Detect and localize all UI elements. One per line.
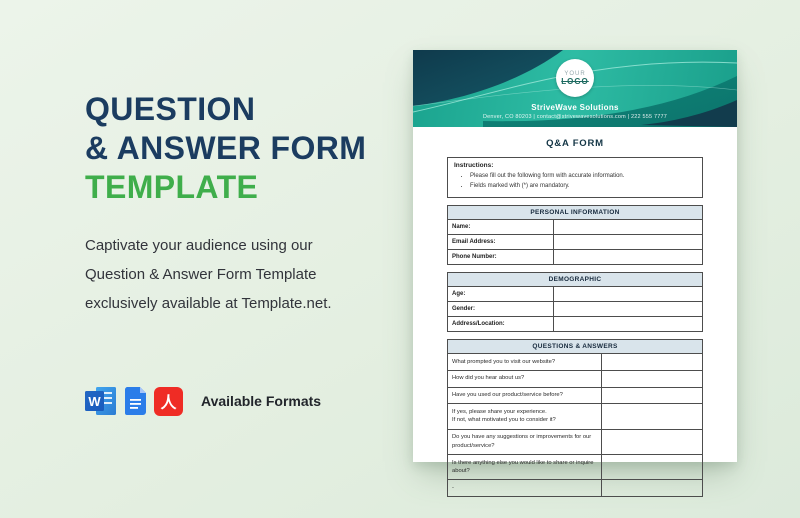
field-value-cell [554, 220, 702, 234]
company-logo: YOUR LOGO [556, 59, 594, 97]
google-docs-icon [125, 387, 146, 415]
page-title: QUESTION & ANSWER FORM [85, 91, 367, 166]
form-title: Q&A FORM [546, 138, 604, 149]
answer-cell [602, 354, 702, 370]
company-name: StriveWave Solutions [531, 102, 619, 112]
formats-label: Available Formats [201, 393, 322, 409]
table-row: Age: [448, 287, 702, 302]
table-row: Gender: [448, 301, 702, 317]
instructions-label: Instructions: [454, 162, 494, 169]
question-text: What prompted you to visit our website? [448, 354, 602, 370]
field-label: Address/Location: [448, 317, 554, 332]
section-header: DEMOGRAPHIC [447, 272, 703, 288]
answer-cell [602, 455, 702, 479]
field-label: Gender: [448, 302, 554, 317]
instructions-list: Please fill out the following form with … [470, 172, 696, 191]
qa-table: What prompted you to visit our website? H… [447, 354, 703, 498]
answer-cell [602, 404, 702, 428]
info-table: Name: Email Address: Phone Number: [447, 220, 703, 266]
qa-section: QUESTIONS & ANSWERS What prompted you to … [447, 339, 703, 498]
field-value-cell [554, 250, 702, 264]
info-sections: PERSONAL INFORMATION Name: Email Address: P… [447, 205, 703, 333]
qa-row: How did you hear about us? [448, 369, 702, 387]
section-header: PERSONAL INFORMATION [447, 205, 703, 221]
svg-text:人: 人 [160, 393, 177, 412]
table-row: Name: [448, 220, 702, 235]
table-row: Phone Number: [448, 249, 702, 265]
field-label: Age: [448, 287, 554, 302]
field-value-cell [554, 317, 702, 331]
answer-cell [602, 388, 702, 404]
field-label: Phone Number: [448, 250, 554, 265]
answer-cell [602, 371, 702, 387]
question-text: Do you have any suggestions or improveme… [448, 429, 602, 454]
banner-wave-art [413, 50, 737, 127]
table-row: Email Address: [448, 234, 702, 250]
question-text: If yes, please share your experience. If… [448, 404, 602, 429]
banner-text: StriveWave Solutions Denver, CO 80203 | … [413, 103, 737, 121]
document-header-banner: YOUR LOGO StriveWave Solutions Denver, C… [413, 50, 737, 127]
info-table: Age: Gender: Address/Location: [447, 287, 703, 333]
field-value-cell [554, 302, 702, 316]
company-contact-line: Denver, CO 80203 | contact@strivewavesol… [482, 114, 668, 120]
qa-row: If yes, please share your experience. If… [448, 403, 702, 429]
table-row: Address/Location: [448, 316, 702, 332]
section-header: QUESTIONS & ANSWERS [447, 339, 703, 355]
qa-row: Is there anything else you would like to… [448, 454, 702, 480]
document-preview: YOUR LOGO StriveWave Solutions Denver, C… [413, 50, 737, 498]
logo-text-bottom: LOGO [561, 76, 589, 86]
page-title-highlight: TEMPLATE [85, 169, 259, 205]
answer-cell [602, 430, 702, 454]
question-text: How did you hear about us? [448, 370, 602, 387]
qa-row: - [448, 479, 702, 497]
svg-text:W: W [88, 394, 101, 409]
form-body: Q&A FORM Instructions: Please fill out t… [413, 138, 737, 498]
question-text: Is there anything else you would like to… [448, 455, 602, 480]
logo-text-top: YOUR [564, 70, 586, 77]
field-value-cell [554, 287, 702, 301]
word-icon: W [85, 387, 116, 415]
promo-description: Captivate your audience using our Questi… [85, 237, 332, 312]
qa-row: Have you used our product/service before… [448, 386, 702, 404]
qa-row: What prompted you to visit our website? [448, 354, 702, 370]
question-text: - [448, 480, 602, 497]
instruction-item: Fields marked with (*) are mandatory. [470, 182, 696, 192]
field-label: Email Address: [448, 235, 554, 250]
instructions-box: Instructions: Please fill out the follow… [447, 157, 703, 199]
instruction-item: Please fill out the following form with … [470, 172, 696, 182]
pdf-icon: 人 [154, 386, 183, 416]
question-text: Have you used our product/service before… [448, 387, 602, 404]
field-value-cell [554, 235, 702, 249]
field-label: Name: [448, 220, 554, 235]
qa-row: Do you have any suggestions or improveme… [448, 428, 702, 454]
available-formats: W 人 Available Formats [85, 386, 321, 416]
promo-text-block: QUESTION & ANSWER FORM TEMPLATE Captivat… [85, 90, 415, 318]
answer-cell [602, 480, 702, 496]
